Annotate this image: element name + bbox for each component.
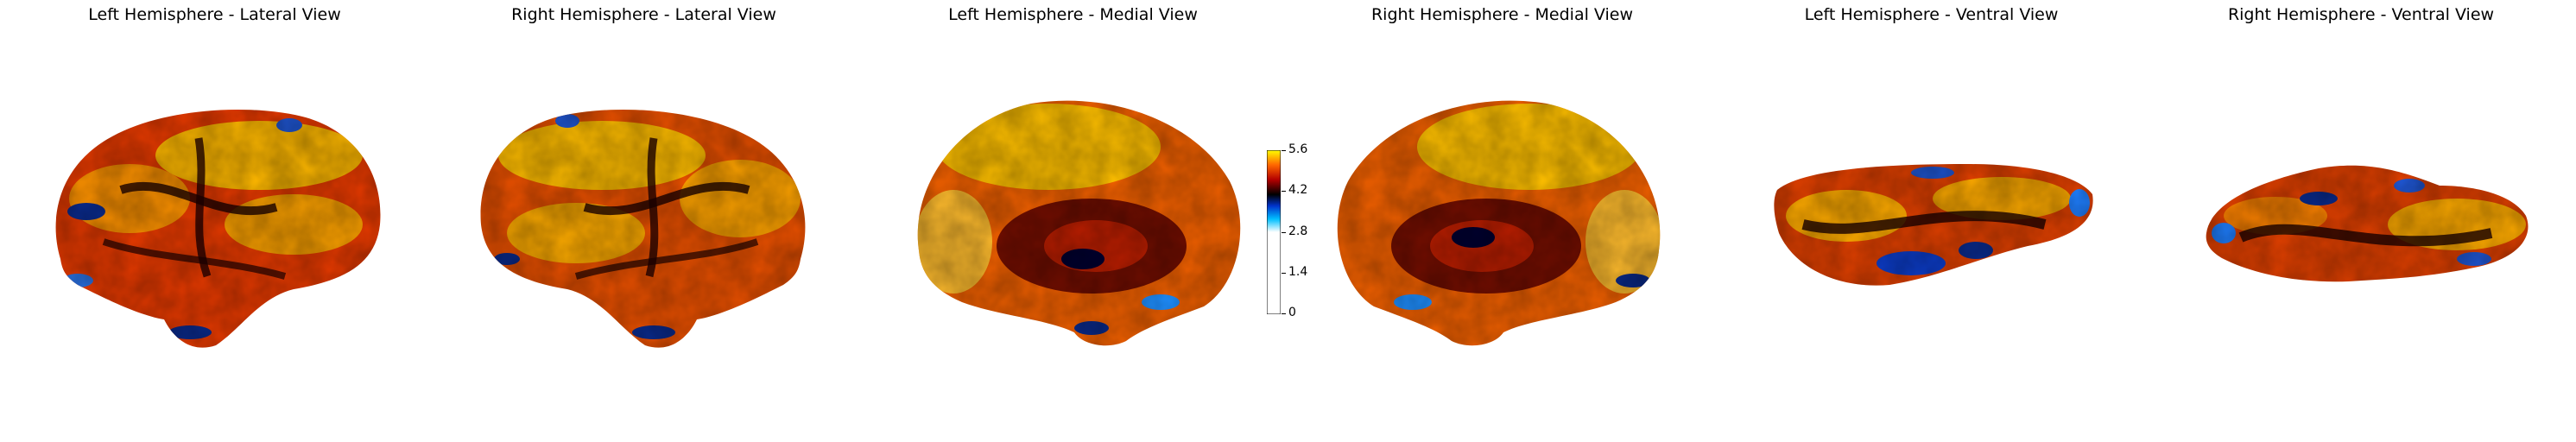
brain-surface-right-medial	[1337, 100, 1661, 346]
panel-left-lateral: Left Hemisphere - Lateral View	[0, 0, 429, 442]
panel-right-lateral: Right Hemisphere - Lateral View	[429, 0, 858, 442]
colorbar-tick-mark	[1282, 273, 1286, 274]
panel-title: Right Hemisphere - Lateral View	[511, 5, 776, 24]
colorbar-tick-label: 2.8	[1288, 224, 1308, 238]
panel-title: Right Hemisphere - Medial View	[1370, 5, 1634, 24]
colorbar-tick-label: 5.6	[1288, 142, 1308, 156]
panel-right-ventral: Right Hemisphere - Ventral View	[2146, 0, 2576, 442]
panel-left-medial: Left Hemisphere - Medial View	[858, 0, 1288, 442]
brain-surface-left-ventral	[1774, 164, 2093, 286]
colorbar-tick-mark	[1282, 313, 1286, 314]
colorbar-tick-label: 4.2	[1288, 183, 1308, 197]
colorbar-tick-label: 1.4	[1288, 265, 1308, 279]
panel-title: Left Hemisphere - Medial View	[948, 5, 1198, 24]
brain-surface-right-ventral	[2206, 165, 2529, 282]
colorbar	[1267, 150, 1281, 314]
colorbar-tick-label: 0	[1288, 306, 1296, 319]
panel-title: Right Hemisphere - Ventral View	[2227, 5, 2495, 24]
colorbar-tick-mark	[1282, 191, 1286, 192]
panel-title: Left Hemisphere - Lateral View	[88, 5, 341, 24]
brain-surface-left-lateral	[55, 109, 381, 348]
panel-right-medial: Right Hemisphere - Medial View	[1288, 0, 1717, 442]
brain-surface-left-medial	[917, 100, 1241, 346]
panel-left-ventral: Left Hemisphere - Ventral View	[1717, 0, 2146, 442]
colorbar-tick-mark	[1282, 150, 1286, 151]
panel-title: Left Hemisphere - Ventral View	[1804, 5, 2059, 24]
colorbar-tick-mark	[1282, 232, 1286, 233]
brain-surface-right-lateral	[480, 109, 806, 348]
